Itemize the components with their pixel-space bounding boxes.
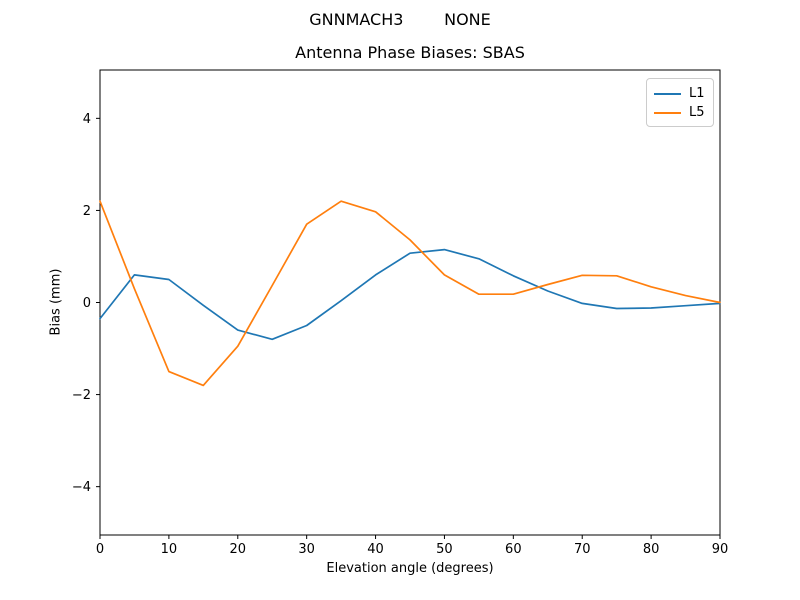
x-tick-label: 20: [230, 542, 247, 557]
legend-entry-l1: L1: [654, 84, 706, 103]
l5-line-swatch: [654, 111, 681, 114]
x-tick-label: 40: [367, 542, 384, 557]
x-tick-label: 70: [574, 542, 591, 557]
y-tick-label: 0: [83, 296, 91, 311]
y-tick-label: −4: [72, 480, 91, 495]
l5-line: [99, 200, 721, 387]
x-axis-label: Elevation angle (degrees): [326, 561, 494, 576]
chart-title: Antenna Phase Biases: SBAS: [295, 43, 525, 62]
x-tick-label: 90: [712, 542, 729, 557]
l1-line: [99, 248, 721, 341]
legend-label-l1: L1: [689, 86, 705, 101]
x-tick-label: 80: [643, 542, 660, 557]
y-tick-label: 4: [83, 112, 91, 127]
x-tick-label: 30: [298, 542, 315, 557]
y-axis-label: Bias (mm): [48, 268, 64, 336]
plot-frame: [99, 69, 721, 536]
y-tick-label: 2: [83, 204, 91, 219]
x-tick-label: 60: [505, 542, 522, 557]
figure-suptitle: GNNMACH3 NONE: [309, 10, 491, 29]
y-tick-label: −2: [72, 388, 91, 403]
legend-label-l5: L5: [689, 105, 705, 120]
legend: L1 L5: [646, 78, 714, 127]
legend-entry-l5: L5: [654, 103, 706, 122]
l1-line-swatch: [654, 92, 681, 95]
x-tick-label: 10: [161, 542, 178, 557]
x-tick-label: 50: [436, 542, 453, 557]
x-tick-label: 0: [96, 542, 104, 557]
